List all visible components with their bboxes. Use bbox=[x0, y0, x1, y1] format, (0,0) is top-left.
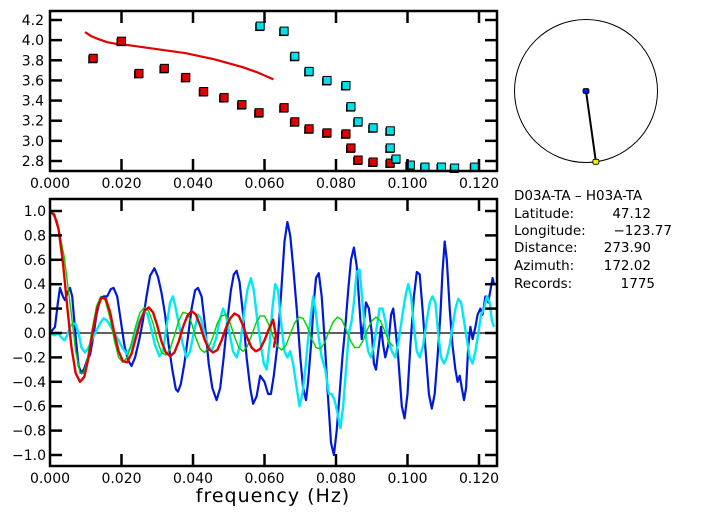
longitude-value: −123.77 bbox=[613, 223, 672, 239]
dispersion-ticks: 0.000 0.020 0.040 0.060 0.080 0.100 0.120 2.8 3.… bbox=[22, 11, 499, 192]
correlation-plot: 0.000 0.020 0.040 0.060 0.080 0.100 0.120 1.0 0.… bbox=[12, 197, 499, 507]
observed-cyan-point-6 bbox=[346, 102, 356, 112]
observed-cyan-point-9 bbox=[385, 126, 395, 136]
observed-red-point-9 bbox=[279, 103, 289, 113]
model-red-line bbox=[49, 210, 278, 383]
records-label: Records: bbox=[514, 276, 572, 292]
latitude-value: 47.12 bbox=[612, 206, 651, 222]
observed-blue-line bbox=[49, 220, 496, 457]
bottom-y-tick-label: 0.6 bbox=[24, 253, 46, 269]
bottom-y-tick-label: 0.2 bbox=[24, 302, 46, 318]
bottom-y-tick-label: −0.4 bbox=[12, 375, 46, 391]
azimuth-map bbox=[514, 19, 658, 165]
top-y-tick-label: 2.8 bbox=[22, 154, 44, 170]
top-x-tick-label: 0.120 bbox=[459, 176, 499, 192]
azimuth-value: 172.02 bbox=[604, 258, 651, 274]
records-value: 1775 bbox=[621, 276, 655, 292]
observed-cyan-point-11 bbox=[391, 154, 401, 164]
bottom-y-tick-label: 0.8 bbox=[24, 228, 46, 244]
top-y-tick-label: 4.2 bbox=[22, 13, 44, 29]
observed-cyan-point-1 bbox=[279, 26, 289, 36]
top-y-tick-label: 3.8 bbox=[22, 53, 44, 69]
top-x-tick-label: 0.040 bbox=[173, 176, 213, 192]
dispersion-plot: 0.000 0.020 0.040 0.060 0.080 0.100 0.120 2.8 3.… bbox=[22, 9, 499, 192]
dispersion-marks bbox=[84, 21, 480, 173]
observed-cyan-point-3 bbox=[304, 66, 314, 76]
model-green-line bbox=[49, 210, 394, 374]
bottom-y-tick-label: −0.2 bbox=[12, 350, 46, 366]
observed-red-point-15 bbox=[353, 155, 363, 165]
observed-red-point-2 bbox=[134, 68, 144, 78]
distance-value: 273.90 bbox=[604, 240, 651, 256]
dispersion-plot-frame bbox=[48, 9, 499, 173]
x-axis-title: frequency (Hz) bbox=[196, 485, 350, 507]
top-y-tick-label: 3.4 bbox=[22, 94, 44, 110]
observed-red-point-13 bbox=[341, 129, 351, 139]
observed-cyan-point-10 bbox=[385, 143, 395, 153]
top-x-tick-label: 0.080 bbox=[316, 176, 356, 192]
observed-cyan-point-7 bbox=[353, 117, 363, 127]
top-x-tick-label: 0.020 bbox=[101, 176, 141, 192]
bottom-y-tick-label: −1.0 bbox=[12, 448, 46, 464]
bottom-y-tick-label: 1.0 bbox=[24, 204, 46, 220]
top-y-tick-label: 3.6 bbox=[22, 73, 44, 89]
bottom-y-tick-label: 0.0 bbox=[24, 326, 46, 342]
top-y-tick-label: 3.2 bbox=[22, 114, 44, 130]
bottom-y-tick-label: 0.4 bbox=[24, 277, 46, 293]
azimuth-circle bbox=[514, 19, 658, 163]
azimuth-label: Azimuth: bbox=[514, 258, 574, 274]
bottom-x-tick-label: 0.000 bbox=[30, 471, 70, 487]
observed-red-point-14 bbox=[346, 143, 356, 153]
station-b-marker bbox=[592, 158, 600, 165]
observed-red-point-11 bbox=[304, 124, 314, 134]
latitude-label: Latitude: bbox=[514, 206, 574, 222]
top-y-tick-label: 4.0 bbox=[22, 33, 44, 49]
azimuth-path-line bbox=[585, 90, 597, 162]
bottom-y-tick-label: −0.6 bbox=[12, 399, 46, 415]
observed-cyan-point-8 bbox=[368, 123, 378, 133]
observed-cyan-point-5 bbox=[341, 80, 351, 90]
observed-red-point-7 bbox=[237, 100, 247, 110]
correlation-ticks: 0.000 0.020 0.040 0.060 0.080 0.100 0.120 1.0 0.… bbox=[12, 199, 499, 487]
longitude-label: Longitude: bbox=[514, 223, 586, 239]
bottom-x-tick-label: 0.020 bbox=[101, 471, 141, 487]
observed-red-point-12 bbox=[322, 128, 332, 138]
observed-red-point-8 bbox=[254, 108, 264, 118]
top-x-tick-label: 0.100 bbox=[387, 176, 427, 192]
bottom-x-tick-label: 0.060 bbox=[244, 471, 284, 487]
station-a-marker bbox=[582, 88, 590, 94]
observed-red-point-16 bbox=[368, 157, 378, 167]
observed-red-point-5 bbox=[199, 87, 209, 97]
distance-label: Distance: bbox=[514, 240, 578, 256]
top-x-tick-label: 0.000 bbox=[30, 176, 70, 192]
bottom-x-tick-label: 0.080 bbox=[316, 471, 356, 487]
correlation-marks bbox=[49, 210, 496, 457]
model-velocity-curve bbox=[84, 31, 274, 81]
observed-red-point-1 bbox=[117, 36, 126, 46]
observed-red-point-4 bbox=[181, 72, 191, 82]
observed-red-point-6 bbox=[219, 93, 229, 103]
top-y-tick-label: 3.0 bbox=[22, 134, 44, 150]
station-pair: D03A-TA – H03A-TA bbox=[514, 188, 643, 204]
bottom-x-tick-label: 0.120 bbox=[459, 471, 499, 487]
observed-red-point-10 bbox=[290, 117, 300, 127]
station-info: D03A-TA – H03A-TA Latitude: 47.12 Longit… bbox=[514, 188, 672, 292]
top-x-tick-label: 0.060 bbox=[244, 176, 284, 192]
observed-cyan-point-4 bbox=[322, 75, 332, 85]
observed-cyan-point-2 bbox=[290, 51, 300, 61]
bottom-x-tick-label: 0.100 bbox=[387, 471, 427, 487]
bottom-x-tick-label: 0.040 bbox=[173, 471, 213, 487]
observed-red-point-0 bbox=[88, 53, 98, 63]
observed-cyan-point-0 bbox=[255, 21, 265, 31]
bottom-y-tick-label: −0.8 bbox=[12, 424, 46, 440]
observed-red-point-3 bbox=[159, 63, 169, 73]
